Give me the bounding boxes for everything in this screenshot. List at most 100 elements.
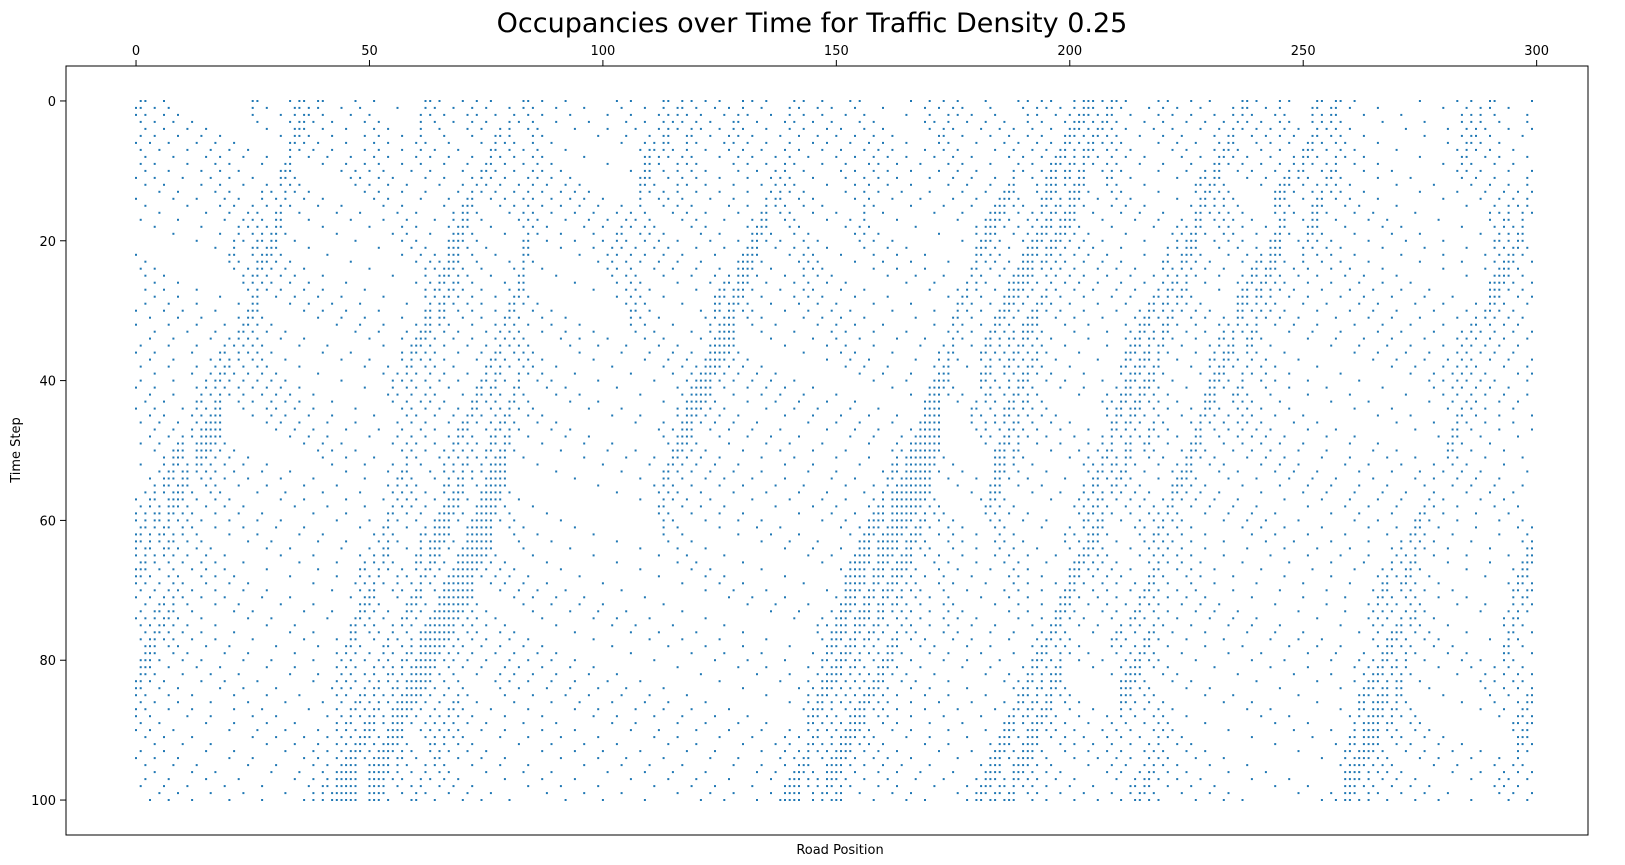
data-point bbox=[1129, 477, 1132, 480]
data-point bbox=[139, 267, 142, 270]
data-point bbox=[984, 393, 987, 396]
data-point bbox=[1255, 505, 1258, 508]
data-point bbox=[1138, 421, 1141, 424]
data-point bbox=[475, 358, 478, 361]
data-point bbox=[1260, 288, 1263, 291]
data-point bbox=[662, 505, 665, 508]
data-point bbox=[905, 330, 908, 333]
data-point bbox=[1218, 372, 1221, 375]
data-point bbox=[732, 379, 735, 382]
data-point bbox=[751, 155, 754, 158]
data-point bbox=[461, 218, 464, 221]
data-point bbox=[405, 512, 408, 515]
data-point bbox=[989, 491, 992, 494]
data-point bbox=[882, 141, 884, 144]
data-point bbox=[177, 519, 179, 522]
data-point bbox=[303, 288, 306, 291]
data-point bbox=[457, 484, 460, 487]
data-point bbox=[728, 365, 730, 368]
data-point bbox=[1003, 309, 1006, 312]
data-point bbox=[1190, 253, 1193, 256]
data-point bbox=[363, 561, 366, 564]
data-point bbox=[205, 386, 208, 389]
data-point bbox=[863, 113, 866, 116]
data-point bbox=[629, 113, 632, 116]
data-point bbox=[1250, 533, 1253, 536]
data-point bbox=[485, 246, 488, 249]
data-point bbox=[205, 428, 208, 431]
data-point bbox=[1531, 169, 1533, 172]
data-point bbox=[513, 393, 516, 396]
data-point bbox=[508, 302, 511, 305]
data-point bbox=[924, 554, 926, 557]
data-point bbox=[774, 400, 777, 403]
data-point bbox=[401, 225, 404, 228]
data-point bbox=[657, 512, 660, 515]
data-point bbox=[770, 113, 772, 116]
data-point bbox=[1036, 232, 1039, 235]
data-point bbox=[1110, 100, 1113, 102]
data-point bbox=[1292, 211, 1295, 214]
data-point bbox=[1334, 183, 1337, 186]
data-point bbox=[1143, 330, 1146, 333]
data-point bbox=[849, 218, 852, 221]
data-point bbox=[1031, 288, 1034, 291]
data-point bbox=[643, 358, 646, 361]
data-point bbox=[494, 113, 497, 116]
data-point bbox=[956, 218, 959, 221]
data-point bbox=[489, 498, 492, 501]
data-point bbox=[144, 512, 147, 515]
data-point bbox=[1269, 260, 1272, 263]
data-point bbox=[1344, 225, 1347, 228]
data-point bbox=[349, 218, 352, 221]
data-point bbox=[513, 351, 516, 354]
data-point bbox=[1031, 407, 1034, 410]
data-point bbox=[139, 421, 142, 424]
data-point bbox=[1264, 358, 1267, 361]
data-point bbox=[807, 309, 810, 312]
data-point bbox=[718, 288, 721, 291]
data-point bbox=[298, 365, 301, 368]
data-point bbox=[1129, 547, 1132, 550]
data-point bbox=[289, 547, 292, 550]
data-point bbox=[531, 407, 534, 410]
data-point bbox=[522, 148, 525, 151]
data-point bbox=[1484, 309, 1487, 312]
data-point bbox=[289, 120, 292, 123]
data-point bbox=[1521, 456, 1524, 459]
data-point bbox=[1092, 100, 1095, 102]
data-point bbox=[1344, 155, 1347, 158]
data-point bbox=[606, 162, 609, 165]
data-point bbox=[1180, 260, 1183, 263]
data-point bbox=[994, 211, 997, 214]
data-point bbox=[499, 421, 502, 424]
data-point bbox=[699, 393, 702, 396]
data-point bbox=[447, 295, 450, 298]
data-point bbox=[1330, 113, 1333, 116]
data-point bbox=[1003, 197, 1006, 200]
data-point bbox=[508, 526, 511, 529]
data-point bbox=[933, 421, 936, 424]
data-point bbox=[685, 379, 688, 382]
data-point bbox=[989, 330, 992, 333]
data-point bbox=[1311, 232, 1314, 235]
data-point bbox=[998, 463, 1001, 466]
data-point bbox=[541, 372, 544, 375]
data-point bbox=[177, 456, 179, 459]
data-point bbox=[970, 414, 973, 417]
data-point bbox=[1110, 204, 1113, 207]
data-point bbox=[1241, 162, 1244, 165]
data-point bbox=[550, 141, 553, 144]
data-point bbox=[947, 351, 950, 354]
data-point bbox=[1521, 274, 1524, 277]
data-point bbox=[998, 239, 1001, 242]
data-point bbox=[671, 267, 674, 270]
data-point bbox=[1078, 449, 1081, 452]
data-point bbox=[1292, 421, 1295, 424]
data-point bbox=[872, 435, 875, 438]
data-point bbox=[1180, 477, 1183, 480]
data-point bbox=[1227, 141, 1230, 144]
data-point bbox=[1166, 512, 1169, 515]
data-point bbox=[1465, 127, 1468, 130]
data-point bbox=[989, 218, 992, 221]
